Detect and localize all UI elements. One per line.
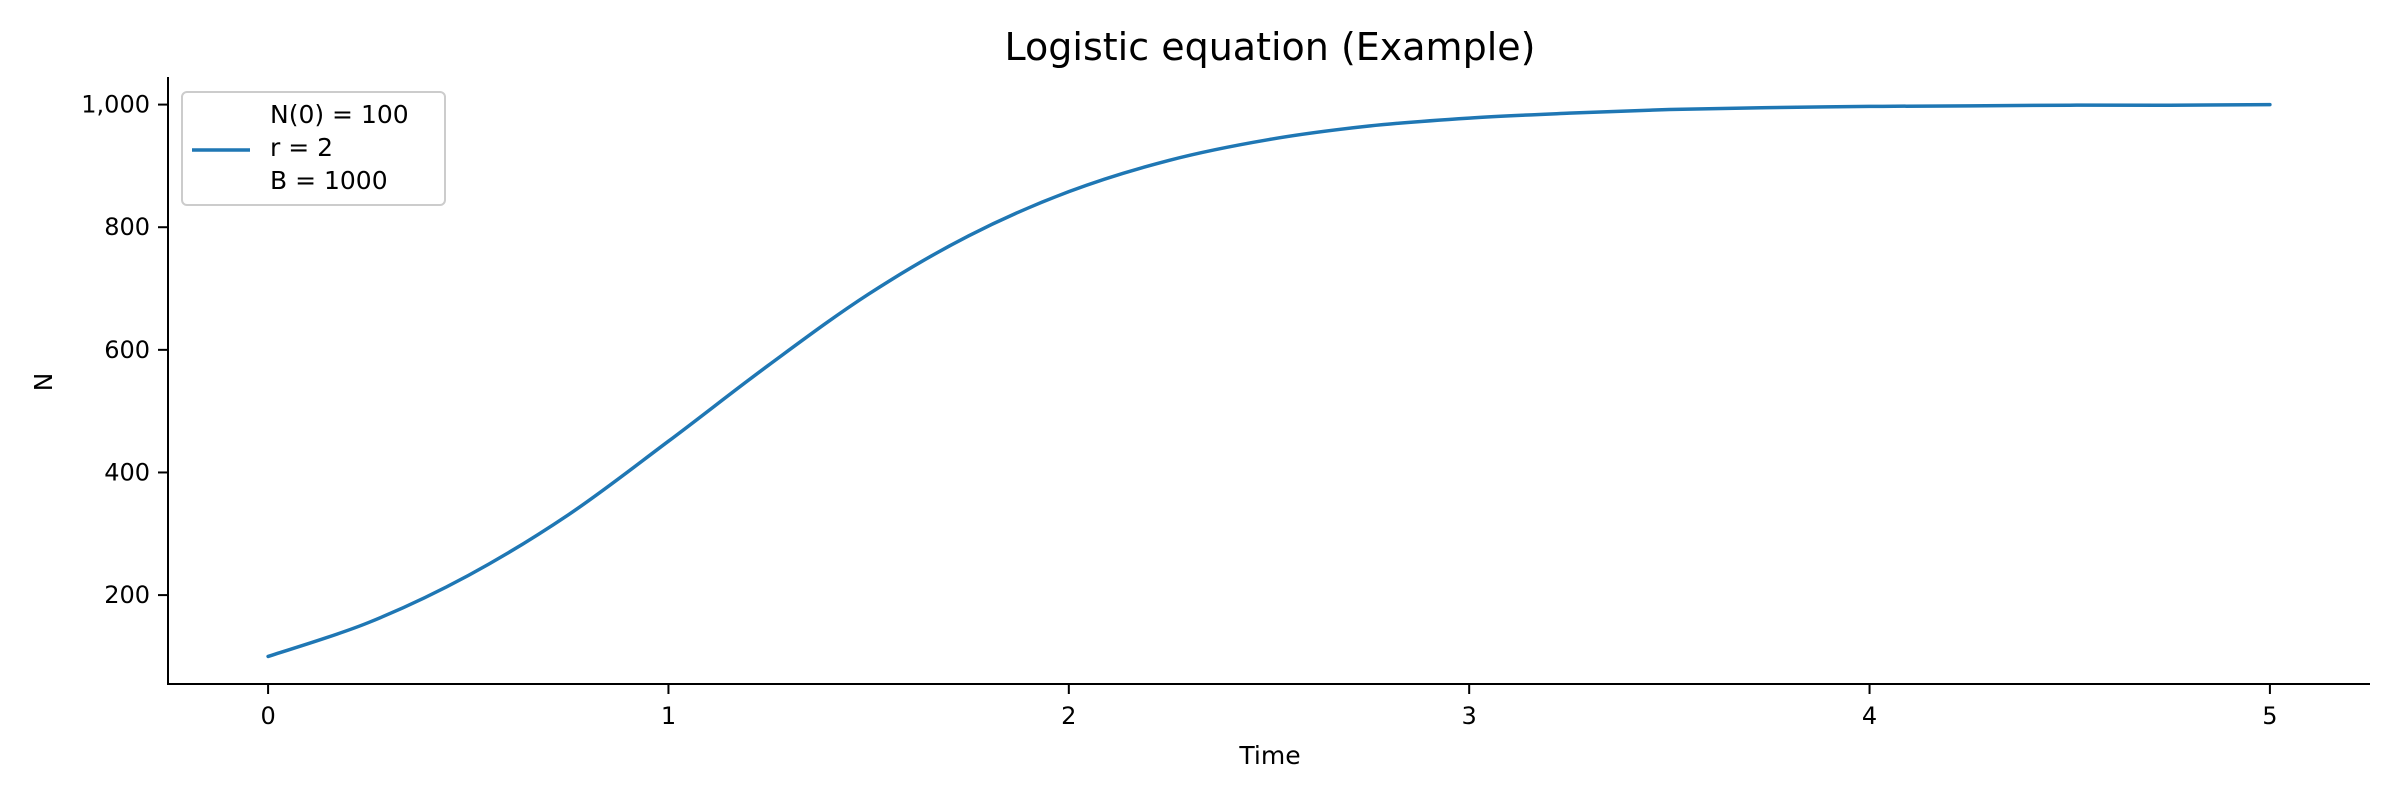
y-axis-label: N <box>29 373 58 392</box>
chart-title: Logistic equation (Example) <box>1005 25 1536 69</box>
y-tick-label: 600 <box>104 336 150 364</box>
x-axis-ticks: 0 1 2 3 4 5 <box>260 684 2278 730</box>
x-tick-label: 2 <box>1061 702 1076 730</box>
legend-box <box>181 91 446 206</box>
legend-line-b: B = 1000 <box>270 166 388 195</box>
legend-line-n0: N(0) = 100 <box>270 100 409 129</box>
y-tick-label: 400 <box>104 458 150 486</box>
x-axis-label: Time <box>1238 741 1300 770</box>
legend: N(0) = 100 r = 2 B = 1000 <box>181 91 446 206</box>
x-tick-label: 1 <box>661 702 676 730</box>
legend-line-r: r = 2 <box>270 133 333 162</box>
x-tick-label: 4 <box>1862 702 1877 730</box>
x-tick-label: 5 <box>2262 702 2277 730</box>
x-tick-label: 3 <box>1462 702 1477 730</box>
x-tick-label: 0 <box>260 702 275 730</box>
y-tick-label: 800 <box>104 213 150 241</box>
y-tick-label: 1,000 <box>81 91 150 119</box>
series-line-logistic <box>266 102 2272 659</box>
y-axis-ticks: 200 400 600 800 1,000 <box>81 91 168 609</box>
y-tick-label: 200 <box>104 581 150 609</box>
